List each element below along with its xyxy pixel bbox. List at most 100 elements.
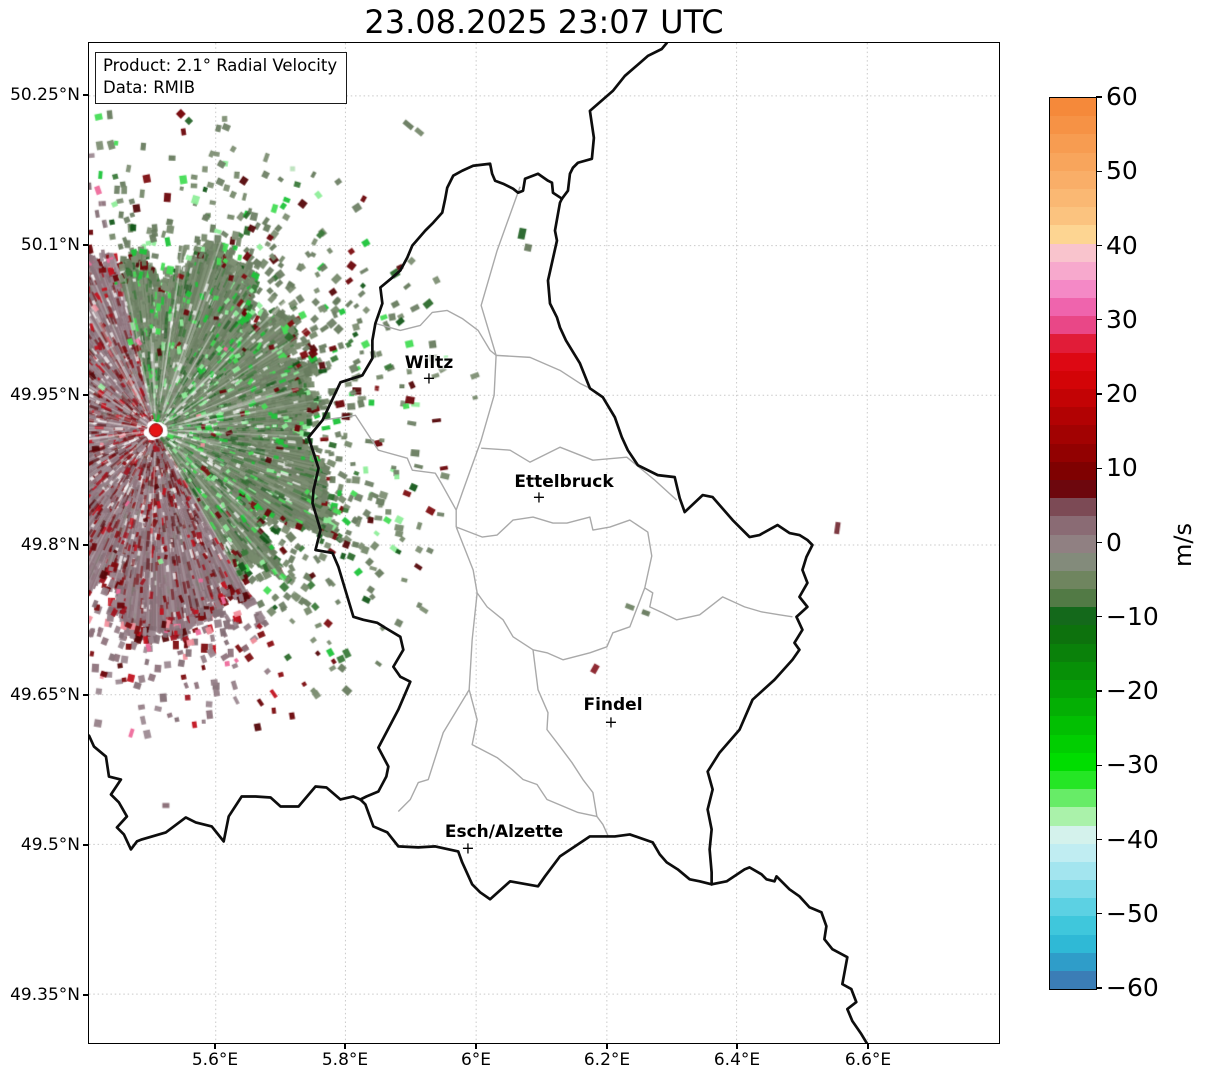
colorbar-tick-label: 50 [1106, 156, 1138, 186]
colorbar-band [1050, 952, 1096, 971]
colorbar-band [1050, 752, 1096, 771]
city-label-findel: Findel [583, 695, 643, 715]
colorbar-band [1050, 552, 1096, 571]
lat-tick-label: 49.35°N [10, 985, 80, 1005]
lon-tick-mark [214, 1044, 216, 1049]
colorbar-tick-mark [1096, 319, 1102, 321]
lon-tick-label: 6°E [460, 1050, 492, 1070]
colorbar-band [1050, 625, 1096, 644]
figure-title: 23.08.2025 23:07 UTC [364, 3, 724, 41]
border-belgium-france [89, 734, 362, 851]
lon-tick-label: 6.4°E [713, 1050, 761, 1070]
lat-tick-mark [83, 394, 88, 396]
lon-tick-mark [736, 1044, 738, 1049]
lon-tick-mark [606, 1044, 608, 1049]
colorbar-tick-mark [1096, 467, 1102, 469]
colorbar-tick-label: −20 [1106, 676, 1159, 705]
colorbar-band [1050, 589, 1096, 608]
lon-tick-mark [344, 1044, 346, 1049]
lat-tick-label: 49.5°N [20, 835, 80, 855]
border-france-germany [710, 866, 869, 1043]
colorbar-band [1050, 407, 1096, 426]
colorbar-band [1050, 807, 1096, 826]
colorbar-tick-label: 0 [1106, 527, 1122, 557]
colorbar-tick-mark [1096, 244, 1102, 247]
colorbar-band [1050, 843, 1096, 862]
country-border [89, 43, 869, 1043]
colorbar-band [1050, 770, 1096, 790]
city-label-esch-alzette: Esch/Alzette [444, 822, 564, 842]
colorbar-tick-mark [1096, 541, 1102, 544]
colorbar-band [1050, 861, 1096, 881]
lat-tick-mark [83, 94, 88, 96]
colorbar-band [1050, 498, 1096, 517]
colorbar-tick-label: 30 [1106, 304, 1138, 334]
colorbar-tick-mark [1096, 987, 1102, 989]
colorbar-tick-mark [1096, 96, 1102, 98]
lat-tick-label: 49.65°N [10, 685, 80, 705]
colorbar-band [1050, 207, 1096, 226]
colorbar-band [1050, 443, 1096, 462]
colorbar-band [1050, 334, 1096, 353]
colorbar-tick-mark [1096, 616, 1102, 618]
colorbar-band [1050, 425, 1096, 444]
colorbar-band [1050, 898, 1096, 917]
colorbar-band [1050, 298, 1096, 317]
lon-tick-label: 5.8°E [321, 1050, 369, 1070]
colorbar-tick-label: −50 [1106, 898, 1159, 928]
colorbar-band [1050, 461, 1096, 480]
city-label-ettelbruck: Ettelbruck [514, 472, 614, 492]
colorbar-band [1050, 534, 1096, 553]
colorbar-band [1050, 116, 1096, 135]
colorbar-tick-label: −60 [1106, 973, 1159, 1002]
lat-tick-mark [83, 544, 88, 546]
colorbar-tick-mark [1096, 393, 1102, 395]
colorbar-band [1050, 134, 1096, 153]
lat-tick-mark [83, 844, 88, 846]
colorbar-tick-label: 60 [1106, 82, 1138, 111]
map-plot: Wiltz + Ettelbruck + Findel + Esch/Alzette + Pr… [88, 42, 1000, 1044]
border-belgium-germany [560, 43, 669, 201]
lat-tick-label: 49.8°N [20, 535, 80, 555]
lon-tick-label: 5.6°E [191, 1050, 239, 1070]
lat-tick-mark [83, 994, 88, 996]
colorbar-tick-label: 20 [1106, 379, 1138, 408]
colorbar-tick-mark [1096, 170, 1102, 172]
colorbar-band [1050, 170, 1096, 189]
colorbar-band [1050, 479, 1096, 499]
colorbar-tick-mark [1096, 764, 1102, 766]
colorbar-band [1050, 243, 1096, 262]
colorbar-band [1050, 934, 1096, 953]
colorbar-band [1050, 825, 1096, 844]
colorbar-tick-mark [1096, 838, 1102, 841]
colorbar-band [1050, 880, 1096, 899]
colorbar-band [1050, 698, 1096, 717]
colorbar-tick-label: −40 [1106, 824, 1159, 854]
colorbar-band [1050, 370, 1096, 389]
colorbar-band [1050, 279, 1096, 299]
colorbar-band [1050, 389, 1096, 408]
lat-tick-label: 50.25°N [10, 85, 80, 105]
colorbar-band [1050, 352, 1096, 371]
colorbar-band [1050, 570, 1096, 590]
colorbar-tick-label: −30 [1106, 750, 1159, 780]
colorbar-band [1050, 789, 1096, 808]
colorbar-band [1050, 716, 1096, 735]
colorbar-tick-label: 40 [1106, 230, 1138, 260]
colorbar-band [1050, 643, 1096, 662]
colorbar-tick-label: −10 [1106, 601, 1159, 631]
colorbar-band [1050, 98, 1096, 117]
colorbar-band [1050, 516, 1096, 535]
colorbar-band [1050, 225, 1096, 244]
colorbar-tick-mark [1096, 690, 1102, 692]
lon-tick-label: 6.6°E [844, 1050, 892, 1070]
city-label-wiltz: Wiltz [404, 353, 454, 373]
district-borders [322, 186, 793, 836]
border-luxembourg-south [359, 798, 713, 901]
border-luxembourg-east [546, 197, 814, 886]
border-luxembourg-west [307, 162, 564, 801]
lon-tick-label: 6.2°E [583, 1050, 631, 1070]
city-marker-cross: + [532, 487, 546, 507]
lat-tick-label: 49.95°N [10, 385, 80, 405]
colorbar-band [1050, 607, 1096, 626]
